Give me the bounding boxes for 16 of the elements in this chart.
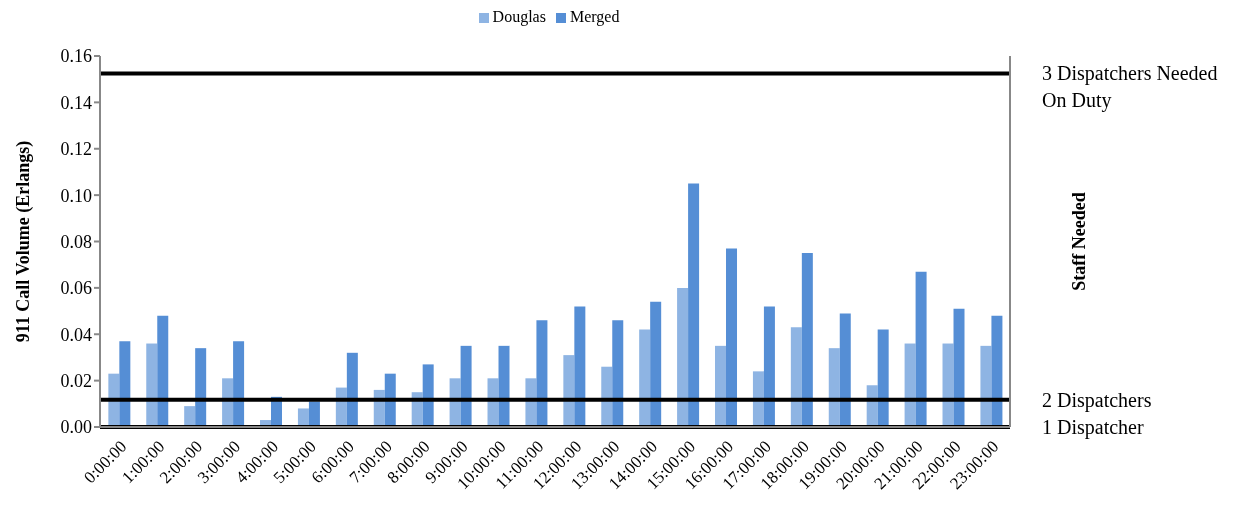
legend-label: Douglas xyxy=(492,8,546,25)
y-tick-label: 0.00 xyxy=(60,417,92,438)
y-tick-label: 0.16 xyxy=(60,46,92,67)
y-tick-label: 0.10 xyxy=(60,185,92,206)
y-tick-label: 0.08 xyxy=(60,231,92,252)
y2-axis-title: Staff Needed xyxy=(1069,192,1090,291)
y-tick-label: 0.04 xyxy=(60,324,92,345)
legend-label: Merged xyxy=(569,8,620,25)
y-tick-label: 0.06 xyxy=(60,278,92,299)
y-axis-title: 911 Call Volume (Erlangs) xyxy=(13,140,35,343)
y-tick-label: 0.12 xyxy=(60,139,92,160)
ref-line-label: 1 Dispatcher xyxy=(1042,416,1144,439)
y-tick-label: 0.02 xyxy=(60,371,92,392)
ref-line-label: 2 Dispatchers xyxy=(1042,388,1152,412)
y-tick-label: 0.14 xyxy=(60,92,92,113)
ref-line-label: 3 Dispatchers Needed On Duty xyxy=(1042,62,1218,113)
